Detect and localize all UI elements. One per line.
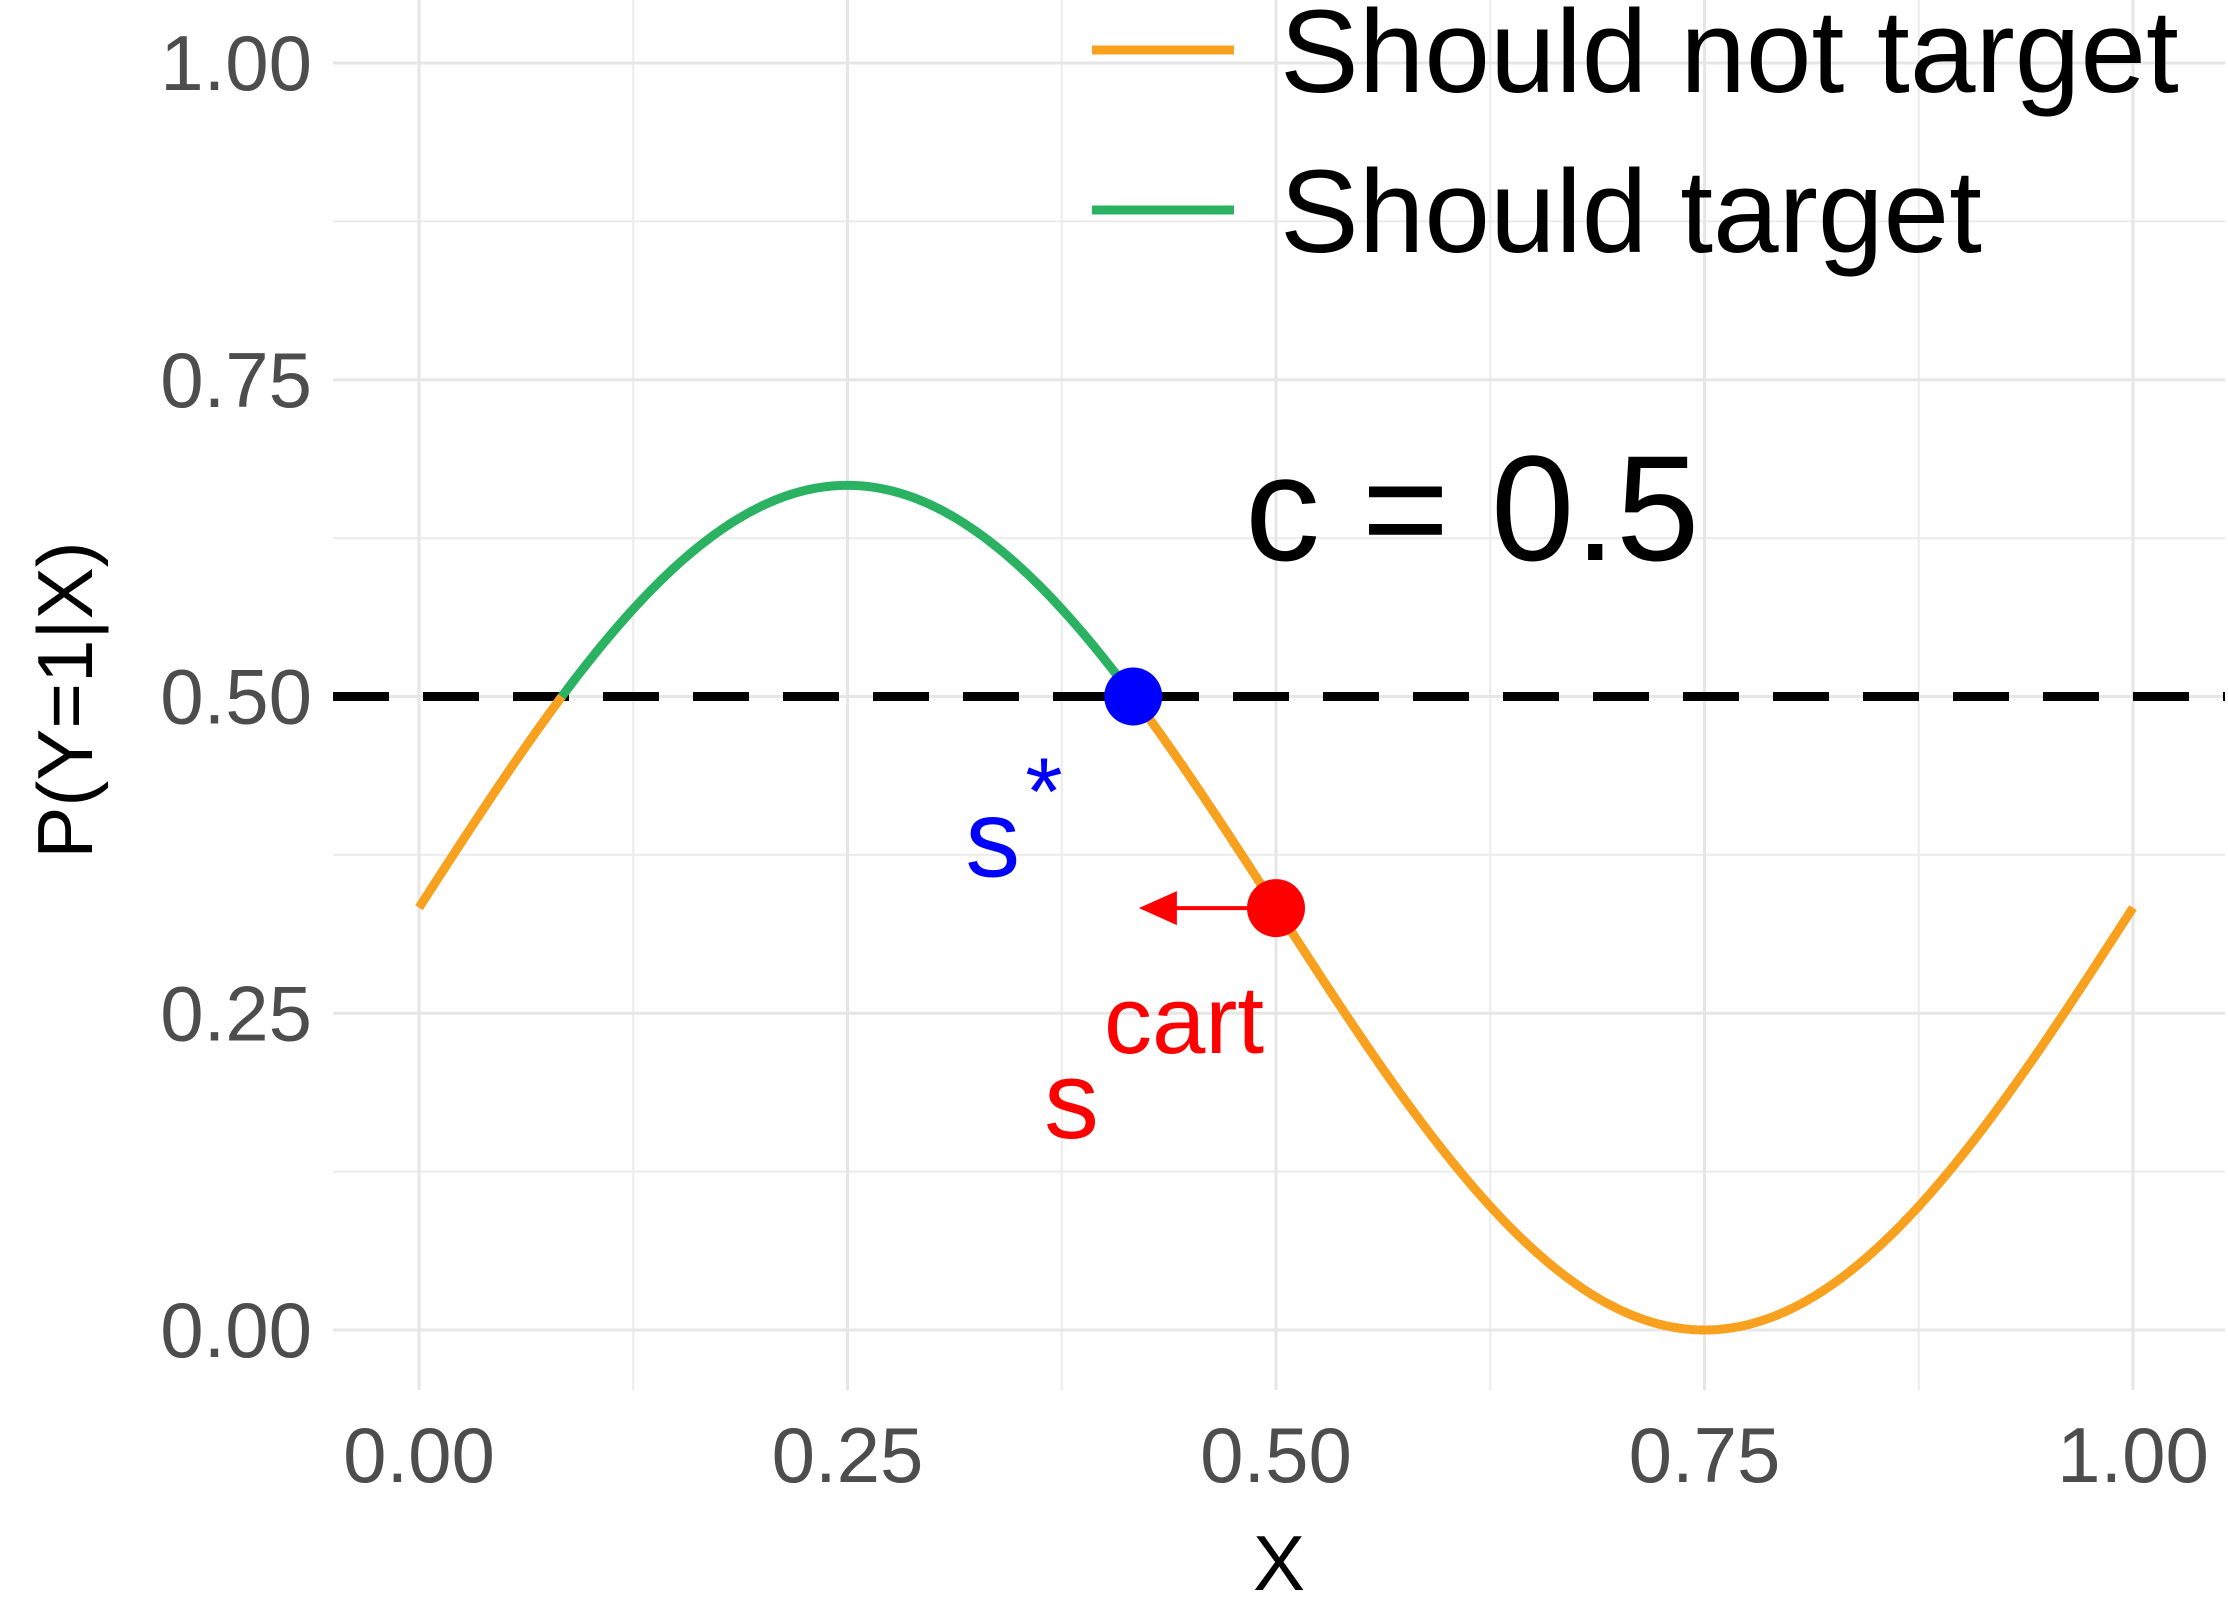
threshold-annotation: c = 0.5 (1245, 424, 1699, 592)
y-tick-label: 0.00 (160, 1286, 312, 1374)
x-tick-label: 1.00 (2057, 1411, 2209, 1499)
curve-segment-should-not-target (1129, 693, 2137, 1335)
point-label-base: s (1044, 1039, 1099, 1162)
curve-segment-should-not-target (415, 693, 566, 911)
x-tick-label: 0.50 (1200, 1411, 1352, 1499)
curve-layer (415, 480, 2137, 1335)
y-tick-label: 1.00 (160, 19, 312, 107)
point-label-s-star: s* (965, 739, 1062, 901)
legend-entry-label: Should not target (1280, 0, 2179, 118)
y-tick-label: 0.75 (160, 336, 312, 424)
curve-segment-should-target (558, 480, 1137, 700)
point-s-cart (1247, 879, 1305, 938)
x-axis-label: X (1253, 1519, 1305, 1597)
legend: Should not target Should target (1092, 0, 2179, 278)
point-label-s-cart: scart (1044, 967, 1264, 1162)
y-tick-label: 0.25 (160, 969, 312, 1057)
x-axis-ticks: 0.00 0.25 0.50 0.75 1.00 (343, 1411, 2209, 1499)
arrow-head (1138, 891, 1177, 926)
point-label-superscript: * (1025, 739, 1062, 846)
x-tick-label: 0.25 (772, 1411, 924, 1499)
point-label-superscript: cart (1104, 967, 1264, 1074)
threshold-label: c = 0.5 (1245, 424, 1699, 592)
point-s-star (1104, 667, 1163, 726)
legend-entry-label: Should target (1280, 146, 1982, 278)
point-label-base: s (965, 778, 1020, 901)
y-tick-label: 0.50 (160, 653, 312, 741)
y-axis-label: P(Y=1|X) (21, 541, 109, 858)
points-layer: s*scart (965, 667, 1305, 1162)
x-tick-label: 0.75 (1629, 1411, 1781, 1499)
x-tick-label: 0.00 (343, 1411, 495, 1499)
y-axis-ticks: 0.00 0.25 0.50 0.75 1.00 (160, 19, 312, 1374)
